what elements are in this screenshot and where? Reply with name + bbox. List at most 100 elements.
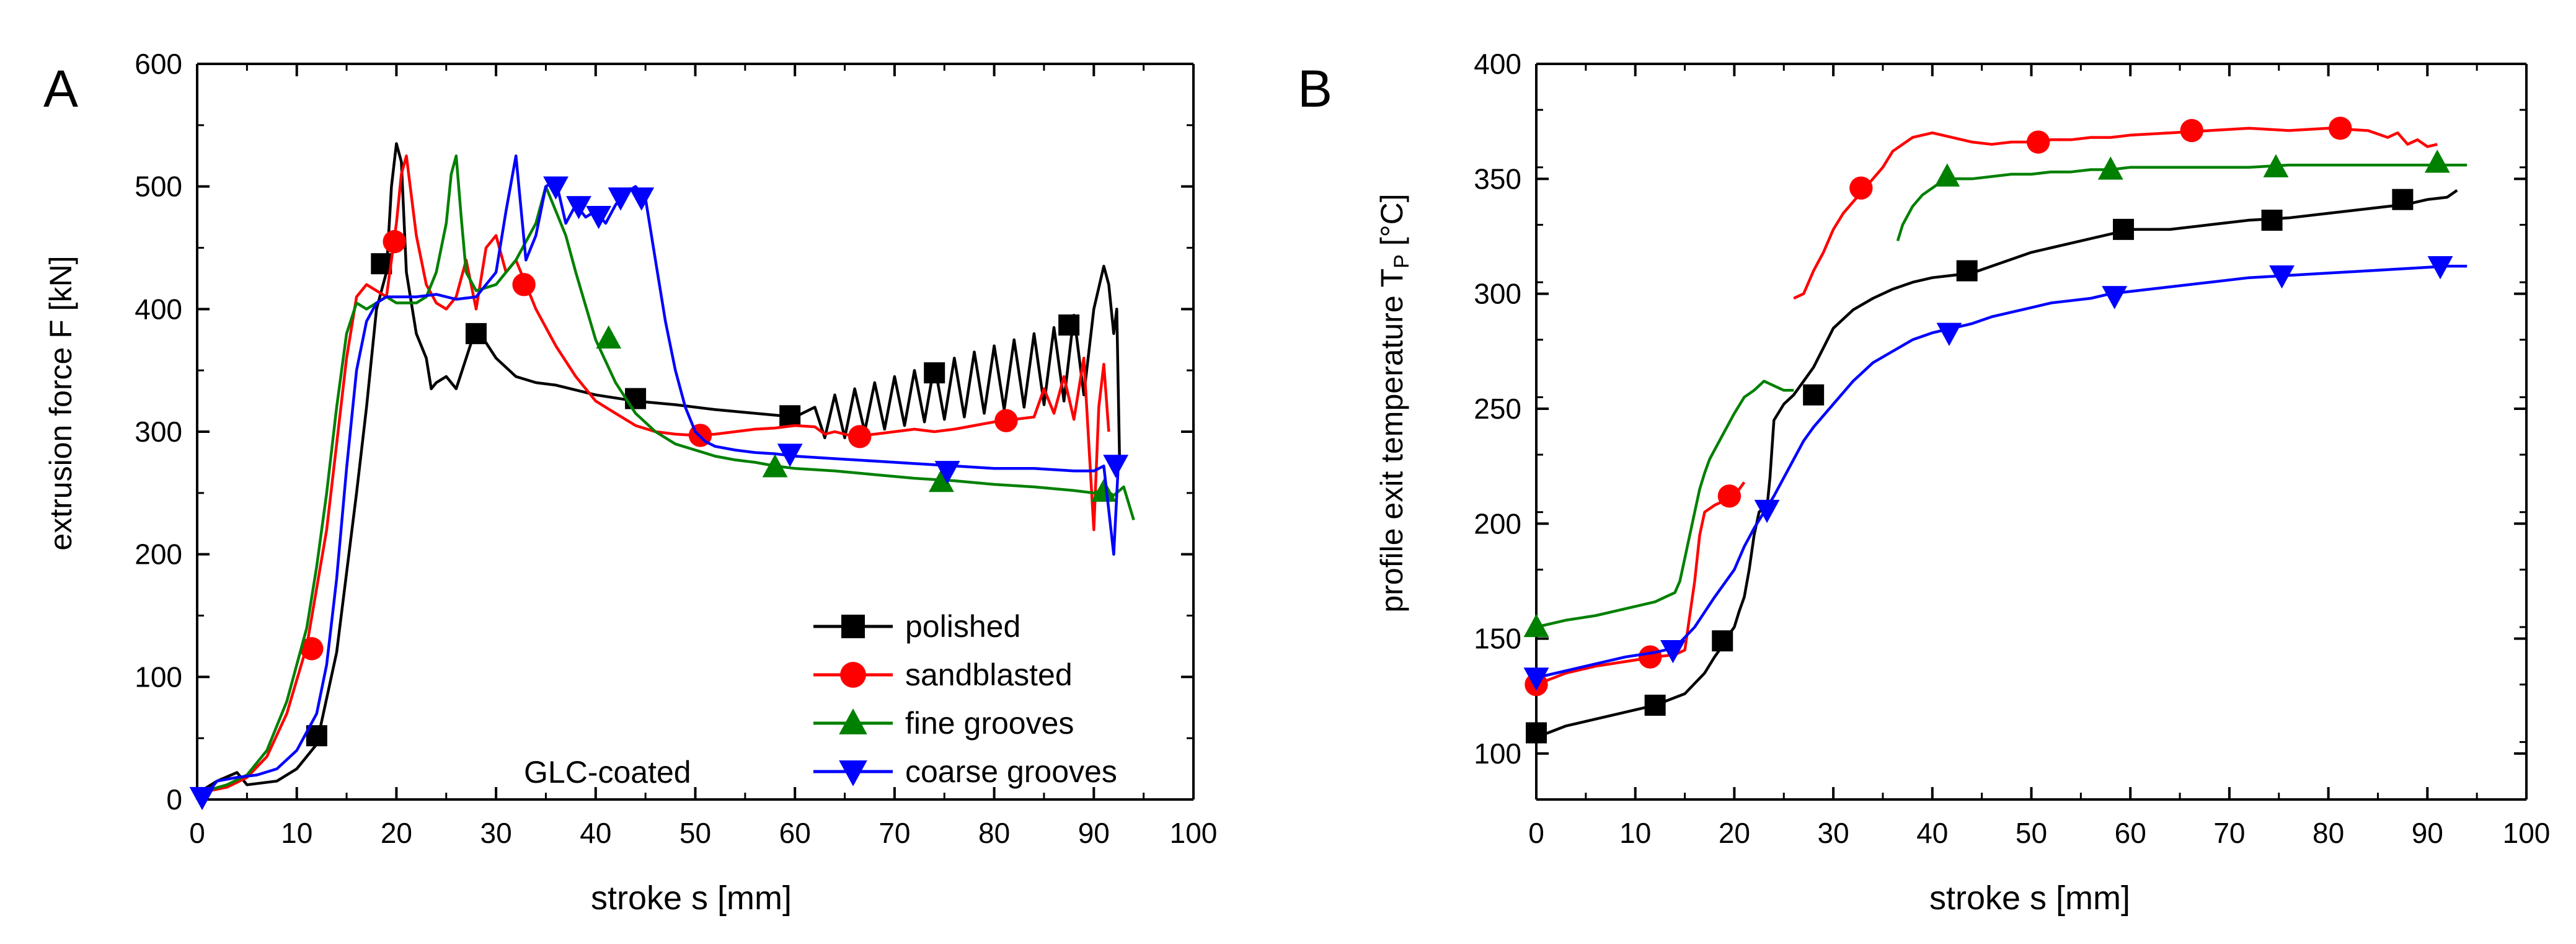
- panel-b-y-tick-label: 250: [1474, 393, 1521, 425]
- panel-a-annotation: GLC-coated: [524, 755, 691, 790]
- panel-a-marker-sandblasted: [848, 425, 872, 448]
- panel-b-x-tick-label: 10: [1619, 817, 1651, 849]
- legend-marker-sandblasted: [840, 662, 866, 688]
- panel-b-marker-polished: [2261, 210, 2283, 231]
- panel-a-y-tick-label: 500: [135, 171, 182, 203]
- panel-a-marker-fine-grooves: [929, 468, 954, 492]
- panel-a-y-tick-label: 0: [166, 783, 182, 816]
- panel-a-marker-coarse-grooves: [608, 187, 634, 211]
- panel-b-marker-coarse-grooves: [1754, 499, 1780, 523]
- panel-a-x-tick-label: 40: [580, 817, 611, 849]
- panel-b-temperature-chart: B 0 10 20 30 40 50 60 70 80 90 100 100 150 200 250 300 3…: [1298, 48, 2550, 917]
- panel-b-y-axis-label-unit: [°C]: [1374, 194, 1409, 254]
- panel-a-x-tick-label: 0: [189, 817, 205, 849]
- panel-b-marker-sandblasted: [2180, 118, 2203, 143]
- panel-a-plot-area: 0 10 20 30 40 50 60 70 80 90 100 0 100 200 300 400 500 60…: [135, 48, 1217, 849]
- panel-a-x-tick-label: 80: [978, 817, 1010, 849]
- panel-b-line-fine-grooves: [1536, 380, 1794, 629]
- legend-marker-polished: [841, 615, 865, 638]
- panel-b-y-axis-label-subscript: P: [1390, 254, 1414, 269]
- panel-b-marker-polished: [2113, 218, 2135, 240]
- panel-a-marker-polished: [625, 388, 647, 409]
- panel-a-marker-coarse-grooves: [629, 187, 655, 211]
- panel-a-x-tick-label: 20: [381, 817, 412, 849]
- panel-b-y-tick-label: 200: [1474, 507, 1521, 540]
- panel-b-y-axis-label: profile exit temperature TP [°C]: [1374, 194, 1414, 612]
- panel-b-marker-coarse-grooves: [1660, 639, 1686, 664]
- panel-b-marker-polished: [1803, 384, 1825, 406]
- panel-a-force-chart: A 0 10 20 30 40 50 60 70 80 90 100 0 100 200 300 400 500…: [43, 48, 1217, 917]
- panel-b-y-tick-label: 350: [1474, 163, 1521, 195]
- legend-label-fine-grooves: fine grooves: [905, 706, 1074, 741]
- panel-b-line-coarse-grooves: [1536, 264, 2468, 679]
- panel-b-marker-fine-grooves: [1934, 163, 1960, 187]
- panel-a-marker-coarse-grooves: [777, 443, 803, 467]
- panel-a-marker-polished: [465, 323, 487, 344]
- panel-b-marker-coarse-grooves: [2427, 256, 2453, 280]
- panel-b-marker-sandblasted: [1638, 645, 1662, 669]
- panel-a-marker-sandblasted: [383, 229, 406, 254]
- panel-b-marker-sandblasted: [2329, 117, 2352, 140]
- panel-label-a: A: [43, 60, 78, 118]
- panel-b-marker-fine-grooves: [2097, 156, 2123, 180]
- panel-a-marker-polished: [779, 405, 801, 427]
- panel-b-marker-fine-grooves: [2263, 154, 2289, 177]
- legend-label-sandblasted: sandblasted: [905, 657, 1073, 692]
- panel-a-marker-sandblasted: [300, 637, 324, 661]
- panel-b-marker-polished: [1644, 695, 1666, 716]
- panel-a-marker-coarse-grooves: [934, 461, 960, 484]
- panel-b-marker-polished: [1956, 260, 1978, 282]
- panel-b-y-tick-label: 100: [1474, 737, 1521, 770]
- panel-a-x-tick-label: 30: [480, 817, 512, 849]
- panel-b-marker-polished: [1526, 722, 1547, 744]
- panel-a-x-tick-label: 50: [679, 817, 711, 849]
- panel-a-marker-sandblasted: [994, 409, 1018, 432]
- panel-a-y-tick-label: 200: [135, 538, 182, 571]
- panel-a-x-tick-label: 90: [1078, 817, 1110, 849]
- panel-b-y-tick-label: 150: [1474, 623, 1521, 655]
- panel-a-y-tick-label: 300: [135, 416, 182, 448]
- panel-b-x-tick-label: 70: [2213, 817, 2245, 849]
- panel-a-marker-coarse-grooves: [189, 786, 215, 811]
- panel-b-marker-coarse-grooves: [1936, 323, 1962, 346]
- panel-a-marker-fine-grooves: [596, 325, 622, 349]
- panel-b-x-tick-label: 50: [2016, 817, 2047, 849]
- panel-b-x-tick-label: 40: [1916, 817, 1948, 849]
- panel-b-line-fine-grooves: [1896, 163, 2468, 242]
- panel-b-y-axis-label-main: profile exit temperature T: [1374, 269, 1409, 613]
- panel-a-legend: polished sandblasted fine grooves coarse gr…: [813, 609, 1117, 789]
- panel-a-x-tick-label: 10: [281, 817, 312, 849]
- panel-a-y-tick-label: 100: [135, 661, 182, 693]
- panel-a-marker-coarse-grooves: [1103, 455, 1129, 478]
- panel-b-marker-polished: [1712, 630, 1733, 652]
- panel-a-x-tick-label: 60: [779, 817, 811, 849]
- panel-a-line-fine-grooves: [197, 154, 1135, 795]
- panel-b-marker-coarse-grooves: [1523, 667, 1549, 691]
- panel-b-x-tick-label: 0: [1528, 817, 1544, 849]
- panel-b-x-axis-label: stroke s [mm]: [1929, 879, 2130, 917]
- panel-b-marker-coarse-grooves: [2269, 265, 2295, 289]
- panel-a-marker-coarse-grooves: [543, 176, 569, 200]
- legend-marker-coarse-grooves: [839, 760, 867, 786]
- legend-marker-fine-grooves: [839, 708, 867, 735]
- panel-a-marker-coarse-grooves: [566, 196, 591, 220]
- panel-a-marker-polished: [1058, 314, 1080, 336]
- panel-b-x-tick-label: 30: [1818, 817, 1849, 849]
- panel-a-x-axis-label: stroke s [mm]: [591, 879, 792, 917]
- panel-a-marker-polished: [924, 362, 945, 384]
- panel-b-x-tick-label: 100: [2503, 817, 2551, 849]
- panel-b-marker-sandblasted: [2026, 130, 2050, 154]
- panel-b-marker-coarse-grooves: [2102, 286, 2128, 309]
- panel-b-y-tick-label: 400: [1474, 48, 1521, 80]
- panel-b-x-tick-label: 90: [2412, 817, 2443, 849]
- panel-b-plot-area: 0 10 20 30 40 50 60 70 80 90 100 100 150 200 250 300 350…: [1474, 48, 2550, 849]
- legend-label-coarse-grooves: coarse grooves: [905, 754, 1117, 789]
- panel-a-y-tick-label: 600: [135, 48, 182, 80]
- panel-a-x-tick-label: 70: [879, 817, 910, 849]
- panel-a-y-tick-label: 400: [135, 293, 182, 325]
- panel-b-x-tick-label: 20: [1719, 817, 1750, 849]
- panel-a-marker-fine-grooves: [762, 454, 788, 478]
- panel-b-x-tick-label: 80: [2313, 817, 2344, 849]
- panel-b-marker-sandblasted: [1849, 176, 1873, 200]
